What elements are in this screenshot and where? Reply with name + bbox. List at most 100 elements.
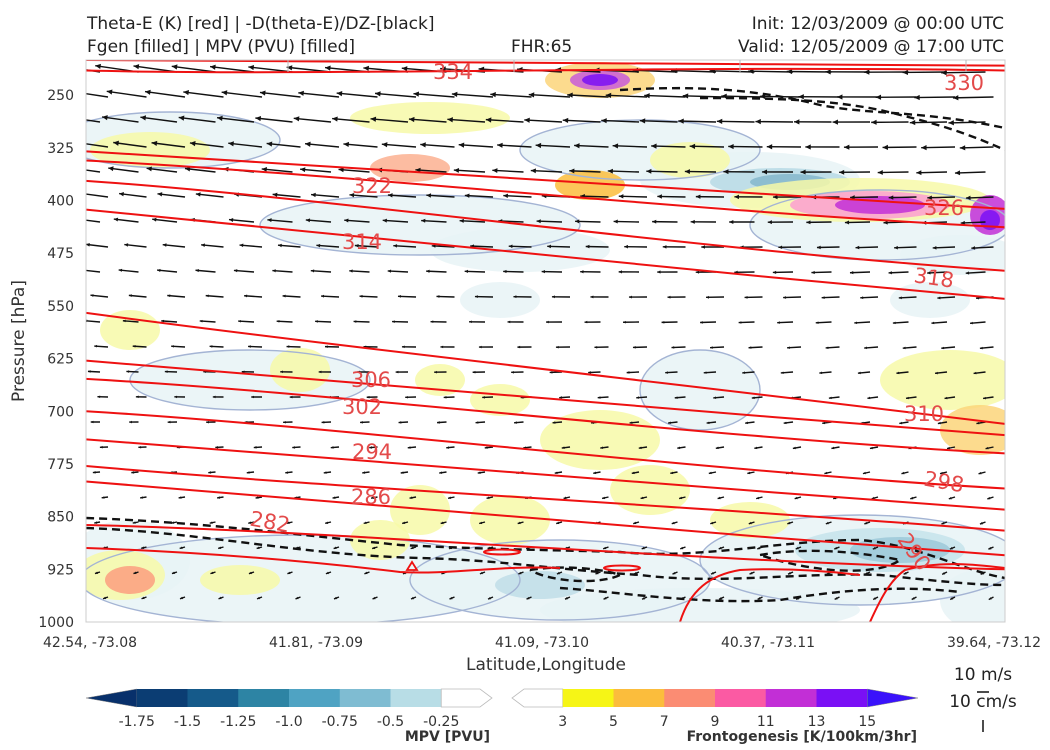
wind-vector-head <box>420 142 426 148</box>
wind-vector-head <box>372 596 376 600</box>
mpv-colorbar-swatch <box>289 689 341 707</box>
wind-vector-head <box>695 270 700 274</box>
wind-vector-head <box>556 571 560 575</box>
mpv-colorbar-swatch <box>390 689 442 707</box>
wind-vector-head <box>485 117 492 123</box>
wind-vector-head <box>289 395 293 399</box>
wind-vector-head <box>397 294 401 298</box>
wind-vector-head <box>909 119 916 126</box>
wind-vector <box>569 170 601 173</box>
filled-region <box>460 282 540 318</box>
wind-vector-head <box>772 270 777 274</box>
wind-vector-head <box>92 471 96 474</box>
wind-vector <box>321 295 340 298</box>
wind-vector-head <box>118 268 123 272</box>
wind-vector-head <box>960 220 965 225</box>
wind-vector-head <box>484 446 488 449</box>
theta-e-closed-contour <box>405 560 419 571</box>
wind-vector <box>316 244 340 248</box>
wind-vector <box>860 296 879 299</box>
wind-vector-head <box>436 295 440 298</box>
wind-vector-head <box>749 571 753 575</box>
wind-vector <box>921 146 956 149</box>
wind-vector-head <box>777 321 780 324</box>
wind-vector <box>888 196 917 199</box>
wind-vector-head <box>979 346 983 350</box>
wind-vector-head <box>286 521 290 524</box>
wind-vector-head <box>894 245 898 250</box>
wind-vector-head <box>862 471 866 475</box>
wind-vector-head <box>715 446 719 450</box>
theta-e-contour <box>86 438 1005 511</box>
wind-vector-head <box>757 546 761 550</box>
title-line-2: Fgen [filled] | MPV (PVU) [filled] <box>87 37 356 57</box>
wind-vector <box>547 245 571 248</box>
wind-vector <box>601 119 640 123</box>
fgen-colorbar-swatch <box>613 689 665 707</box>
wind-vector <box>382 219 409 223</box>
wind-vector-head <box>434 370 437 374</box>
wind-vector-head <box>657 270 661 274</box>
filled-region <box>370 154 450 182</box>
wind-vector-head <box>325 571 329 575</box>
wind-vector <box>535 144 571 148</box>
wind-vector-head <box>371 496 374 499</box>
fgen-colorbar-swatch <box>765 689 817 707</box>
wind-vector-head <box>748 346 752 349</box>
wind-vector <box>146 167 178 173</box>
wind-vector-head <box>524 117 530 123</box>
mpv-colorbar-tick-label: -0.75 <box>322 714 358 730</box>
wind-vector-head <box>256 546 260 550</box>
wind-vector-head <box>721 93 727 99</box>
mpv-colorbar-tick-label: -1.25 <box>220 714 256 730</box>
wind-vector <box>397 295 417 298</box>
theta-e-contour <box>86 410 1005 490</box>
wind-vector-head <box>323 471 327 474</box>
wind-vector <box>562 119 601 123</box>
wind-vector <box>459 220 486 223</box>
wind-vector-head <box>914 94 920 101</box>
filled-region <box>105 566 155 594</box>
wind-vector-head <box>684 169 690 174</box>
wind-vector-head <box>600 446 604 450</box>
wind-vector-head <box>670 471 674 475</box>
wind-vector-head <box>103 596 107 600</box>
wind-vector-head <box>395 370 399 374</box>
theta-e-contour <box>86 208 1005 300</box>
wind-vector-head <box>359 294 363 298</box>
wind-vector-head <box>642 596 646 600</box>
wind-vector <box>216 117 255 123</box>
fgen-colorbar-tick-label: 15 <box>858 714 876 730</box>
theta-e-contour <box>86 480 1005 557</box>
wind-vector-head <box>81 192 86 196</box>
wind-vector <box>343 143 378 148</box>
x-axis-label: Latitude,Longitude <box>466 655 626 675</box>
wind-vector <box>86 243 109 248</box>
wind-vector-head <box>800 169 806 175</box>
y-tick-label: 700 <box>47 404 74 420</box>
vector-reference-key: 10 m/s 10 cm/s <box>949 665 1017 732</box>
wind-vector-head <box>448 496 451 500</box>
wind-vector-head <box>400 471 404 474</box>
wind-vector <box>228 142 263 148</box>
wind-vector <box>113 141 147 148</box>
wind-vector-head <box>552 421 556 424</box>
theta-e-contour <box>679 568 861 622</box>
wind-vector-head <box>479 571 483 575</box>
wind-vector-head <box>786 68 793 75</box>
wind-vector <box>248 66 293 73</box>
fgen-colorbar-swatch <box>816 689 868 707</box>
horizontal-reference-label: 10 m/s <box>954 665 1012 685</box>
wind-vector-head <box>949 546 953 550</box>
wind-vectors-layer <box>81 63 994 601</box>
wind-vector <box>195 193 224 198</box>
wind-vector <box>464 194 494 198</box>
wind-vector <box>304 143 340 148</box>
wind-vector-head <box>942 571 946 575</box>
wind-vector <box>574 144 609 148</box>
theta-e-contour-label: 326 <box>924 196 964 220</box>
wind-vector-head <box>195 268 199 273</box>
wind-vector <box>464 270 486 273</box>
wind-vector-head <box>755 119 761 125</box>
wind-vector-head <box>349 192 355 198</box>
